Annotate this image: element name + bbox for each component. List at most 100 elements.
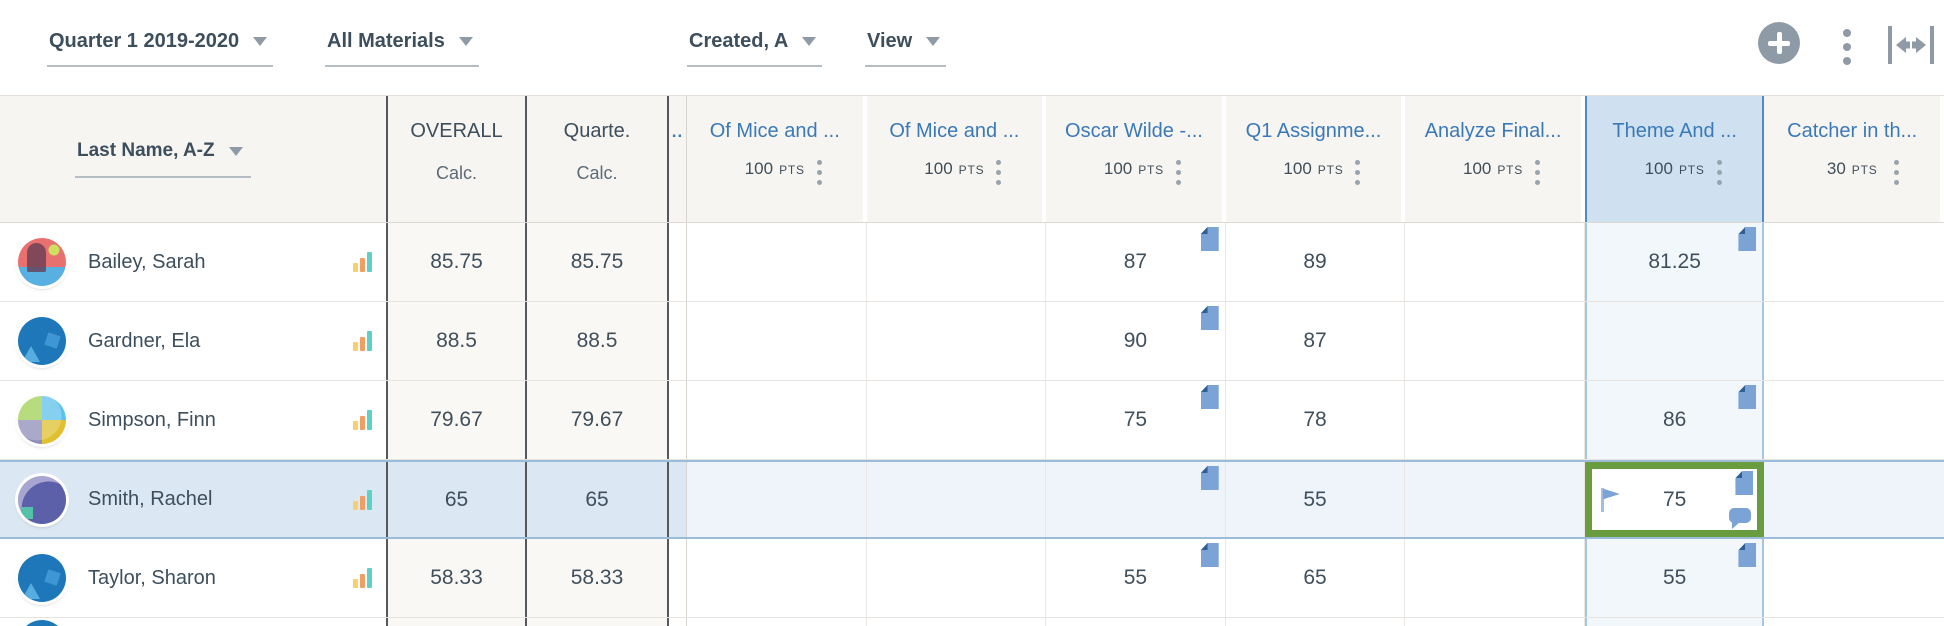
assignment-points-row: 100 PTS bbox=[867, 159, 1043, 185]
student-name-cell[interactable]: Smith, Rachel bbox=[0, 462, 386, 537]
document-icon[interactable] bbox=[1201, 306, 1219, 330]
grade-cell[interactable] bbox=[687, 462, 867, 537]
grade-cell[interactable] bbox=[1764, 223, 1944, 301]
student-avatar[interactable] bbox=[18, 317, 66, 365]
grade-cell[interactable]: 89 bbox=[1225, 223, 1406, 301]
grade-cell[interactable]: 78 bbox=[1225, 381, 1406, 459]
grade-cell[interactable] bbox=[866, 223, 1047, 301]
grade-cell[interactable]: 75 bbox=[1584, 462, 1765, 537]
toolbar-overflow-menu-icon[interactable] bbox=[1843, 29, 1851, 65]
assignment-title-link[interactable]: Q1 Assignme... bbox=[1245, 120, 1382, 142]
filter-grading-period[interactable]: Quarter 1 2019-2020 bbox=[47, 30, 274, 67]
grade-cell[interactable] bbox=[1764, 381, 1944, 459]
grade-cell[interactable] bbox=[1405, 381, 1585, 459]
student-name-cell[interactable]: Bailey, Sarah bbox=[0, 223, 386, 301]
student-avatar[interactable] bbox=[18, 554, 66, 602]
assignment-title-link[interactable]: Theme And ... bbox=[1612, 120, 1737, 142]
grade-cell[interactable]: 87 bbox=[1046, 223, 1226, 301]
assignment-title-link[interactable]: Of Mice and ... bbox=[709, 120, 840, 142]
grade-cell[interactable]: 55 bbox=[1584, 539, 1765, 617]
grade-cell[interactable] bbox=[866, 381, 1047, 459]
grade-cell[interactable] bbox=[1405, 302, 1585, 380]
grade-cell[interactable] bbox=[866, 302, 1047, 380]
student-row: Simpson, Finn 79.67 79.67 75 78 86 bbox=[0, 381, 1944, 460]
student-avatar[interactable] bbox=[18, 475, 66, 524]
grade-cell[interactable] bbox=[687, 223, 867, 301]
grade-cell[interactable]: 65 bbox=[1225, 539, 1406, 617]
document-icon[interactable] bbox=[1201, 543, 1219, 567]
grade-cell[interactable] bbox=[1764, 302, 1944, 380]
filter-view[interactable]: View bbox=[865, 30, 947, 67]
student-name-cell[interactable]: Simpson, Finn bbox=[0, 381, 386, 459]
grade-cell[interactable] bbox=[1046, 462, 1226, 537]
grade-cell[interactable]: 55 bbox=[1046, 539, 1226, 617]
student-stats-icon[interactable] bbox=[353, 252, 372, 272]
document-icon[interactable] bbox=[1201, 466, 1219, 490]
document-icon[interactable] bbox=[1738, 385, 1756, 409]
assignment-points-unit: PTS bbox=[1497, 163, 1524, 177]
flag-icon[interactable] bbox=[1600, 487, 1620, 512]
grade-cell[interactable] bbox=[866, 539, 1047, 617]
quarter-column-header[interactable]: Quarte. Calc. bbox=[525, 96, 667, 222]
student-name-cell[interactable] bbox=[0, 618, 386, 626]
grade-cell[interactable]: 86 bbox=[1584, 381, 1765, 459]
grade-cell[interactable] bbox=[1405, 223, 1585, 301]
column-width-icon[interactable] bbox=[1888, 26, 1934, 69]
student-stats-icon[interactable] bbox=[353, 568, 372, 588]
student-avatar[interactable] bbox=[18, 620, 66, 626]
grade-cell[interactable] bbox=[687, 302, 867, 380]
collapsed-column-header[interactable]: .. bbox=[667, 96, 687, 222]
student-name-cell[interactable]: Gardner, Ela bbox=[0, 302, 386, 380]
column-menu-icon[interactable] bbox=[1355, 160, 1361, 185]
column-menu-icon[interactable] bbox=[1894, 160, 1900, 185]
student-avatar[interactable] bbox=[18, 396, 66, 444]
document-icon[interactable] bbox=[1738, 227, 1756, 251]
document-icon[interactable] bbox=[1201, 227, 1219, 251]
student-name-cell[interactable]: Taylor, Sharon bbox=[0, 539, 386, 617]
grade-cell[interactable]: 87 bbox=[1225, 302, 1406, 380]
grade-value: 65 bbox=[1303, 566, 1327, 589]
assignment-points: 30 bbox=[1826, 159, 1846, 178]
grade-cell[interactable] bbox=[1764, 462, 1944, 537]
document-icon[interactable] bbox=[1738, 543, 1756, 567]
grade-cell[interactable] bbox=[1405, 539, 1585, 617]
assignment-title-link[interactable]: Analyze Final... bbox=[1424, 120, 1562, 142]
column-menu-icon[interactable] bbox=[996, 160, 1002, 185]
comment-icon[interactable] bbox=[1729, 508, 1752, 529]
student-avatar[interactable] bbox=[18, 238, 66, 286]
grade-cell[interactable]: 81.25 bbox=[1584, 223, 1765, 301]
student-stats-icon[interactable] bbox=[353, 489, 372, 510]
chevron-down-icon bbox=[458, 37, 473, 46]
grade-cell[interactable] bbox=[1764, 539, 1944, 617]
collapsed-column-cell bbox=[667, 462, 687, 537]
document-icon[interactable] bbox=[1201, 385, 1219, 409]
grade-cell[interactable]: 55 bbox=[1225, 462, 1406, 537]
student-stats-icon[interactable] bbox=[353, 331, 372, 351]
grade-cell[interactable] bbox=[1405, 462, 1585, 537]
assignment-title-link[interactable]: Oscar Wilde -... bbox=[1065, 120, 1203, 142]
quarter-grade-cell: 65 bbox=[525, 462, 667, 537]
filter-sort-order[interactable]: Created, A bbox=[687, 30, 823, 67]
grade-cell[interactable]: 90 bbox=[1046, 302, 1226, 380]
grade-cell[interactable] bbox=[687, 381, 867, 459]
collapsed-column-label: .. bbox=[671, 122, 684, 141]
name-sort-dropdown[interactable]: Last Name, A-Z bbox=[75, 140, 251, 178]
quarter-grade-cell: 85.75 bbox=[525, 223, 667, 301]
add-button[interactable] bbox=[1758, 22, 1800, 64]
grade-cell[interactable] bbox=[687, 539, 867, 617]
overall-grade-cell: 79.67 bbox=[386, 381, 525, 459]
column-menu-icon[interactable] bbox=[1175, 160, 1181, 185]
column-menu-icon[interactable] bbox=[816, 160, 822, 185]
column-menu-icon[interactable] bbox=[1716, 160, 1722, 185]
student-stats-icon[interactable] bbox=[353, 410, 372, 430]
document-icon[interactable] bbox=[1735, 471, 1753, 495]
grade-cell[interactable] bbox=[866, 462, 1047, 537]
assignment-title-link[interactable]: Catcher in th... bbox=[1787, 120, 1918, 142]
grade-cell[interactable] bbox=[1584, 302, 1765, 380]
assignment-title-link[interactable]: Of Mice and ... bbox=[889, 120, 1020, 142]
assignment-column-header: Catcher in th... 30 PTS bbox=[1764, 96, 1944, 222]
column-menu-icon[interactable] bbox=[1535, 160, 1541, 185]
overall-column-header[interactable]: OVERALL Calc. bbox=[386, 96, 525, 222]
grade-cell[interactable]: 75 bbox=[1046, 381, 1226, 459]
filter-materials[interactable]: All Materials bbox=[325, 30, 479, 67]
